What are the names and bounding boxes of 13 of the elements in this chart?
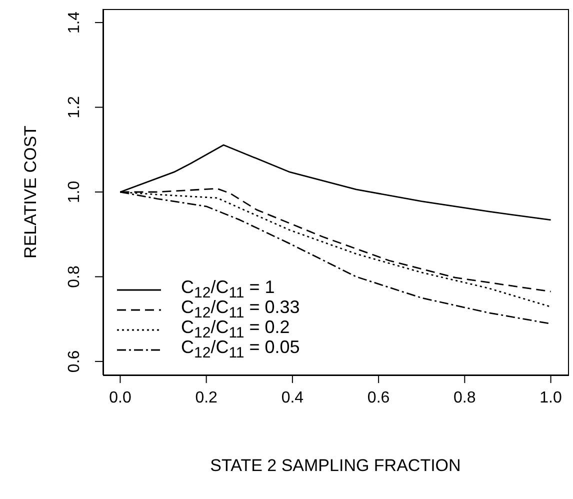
x-axis-title: STATE 2 SAMPLING FRACTION [210,456,461,475]
x-tick-label: 0.2 [195,389,218,406]
y-tick-label: 0.6 [66,350,83,373]
y-tick-label: 1.4 [66,11,83,34]
x-tick-label: 1.0 [540,389,562,406]
y-tick-label: 1.0 [66,180,83,204]
y-axis-title: RELATIVE COST [21,126,40,258]
x-tick-label: 0.0 [109,389,132,406]
x-tick-label: 0.6 [367,389,390,406]
x-tick-label: 0.4 [281,389,304,406]
y-tick-label: 0.8 [66,266,83,288]
y-tick-label: 1.2 [66,96,83,118]
x-tick-label: 0.8 [454,389,476,406]
